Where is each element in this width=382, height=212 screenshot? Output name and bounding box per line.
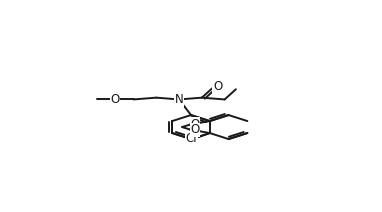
Text: N: N: [187, 134, 195, 147]
Text: O: O: [190, 118, 199, 131]
Text: O: O: [110, 93, 120, 106]
Text: O: O: [213, 80, 222, 93]
Text: N: N: [175, 93, 183, 106]
Text: Cl: Cl: [186, 132, 197, 145]
Text: O: O: [190, 123, 199, 136]
